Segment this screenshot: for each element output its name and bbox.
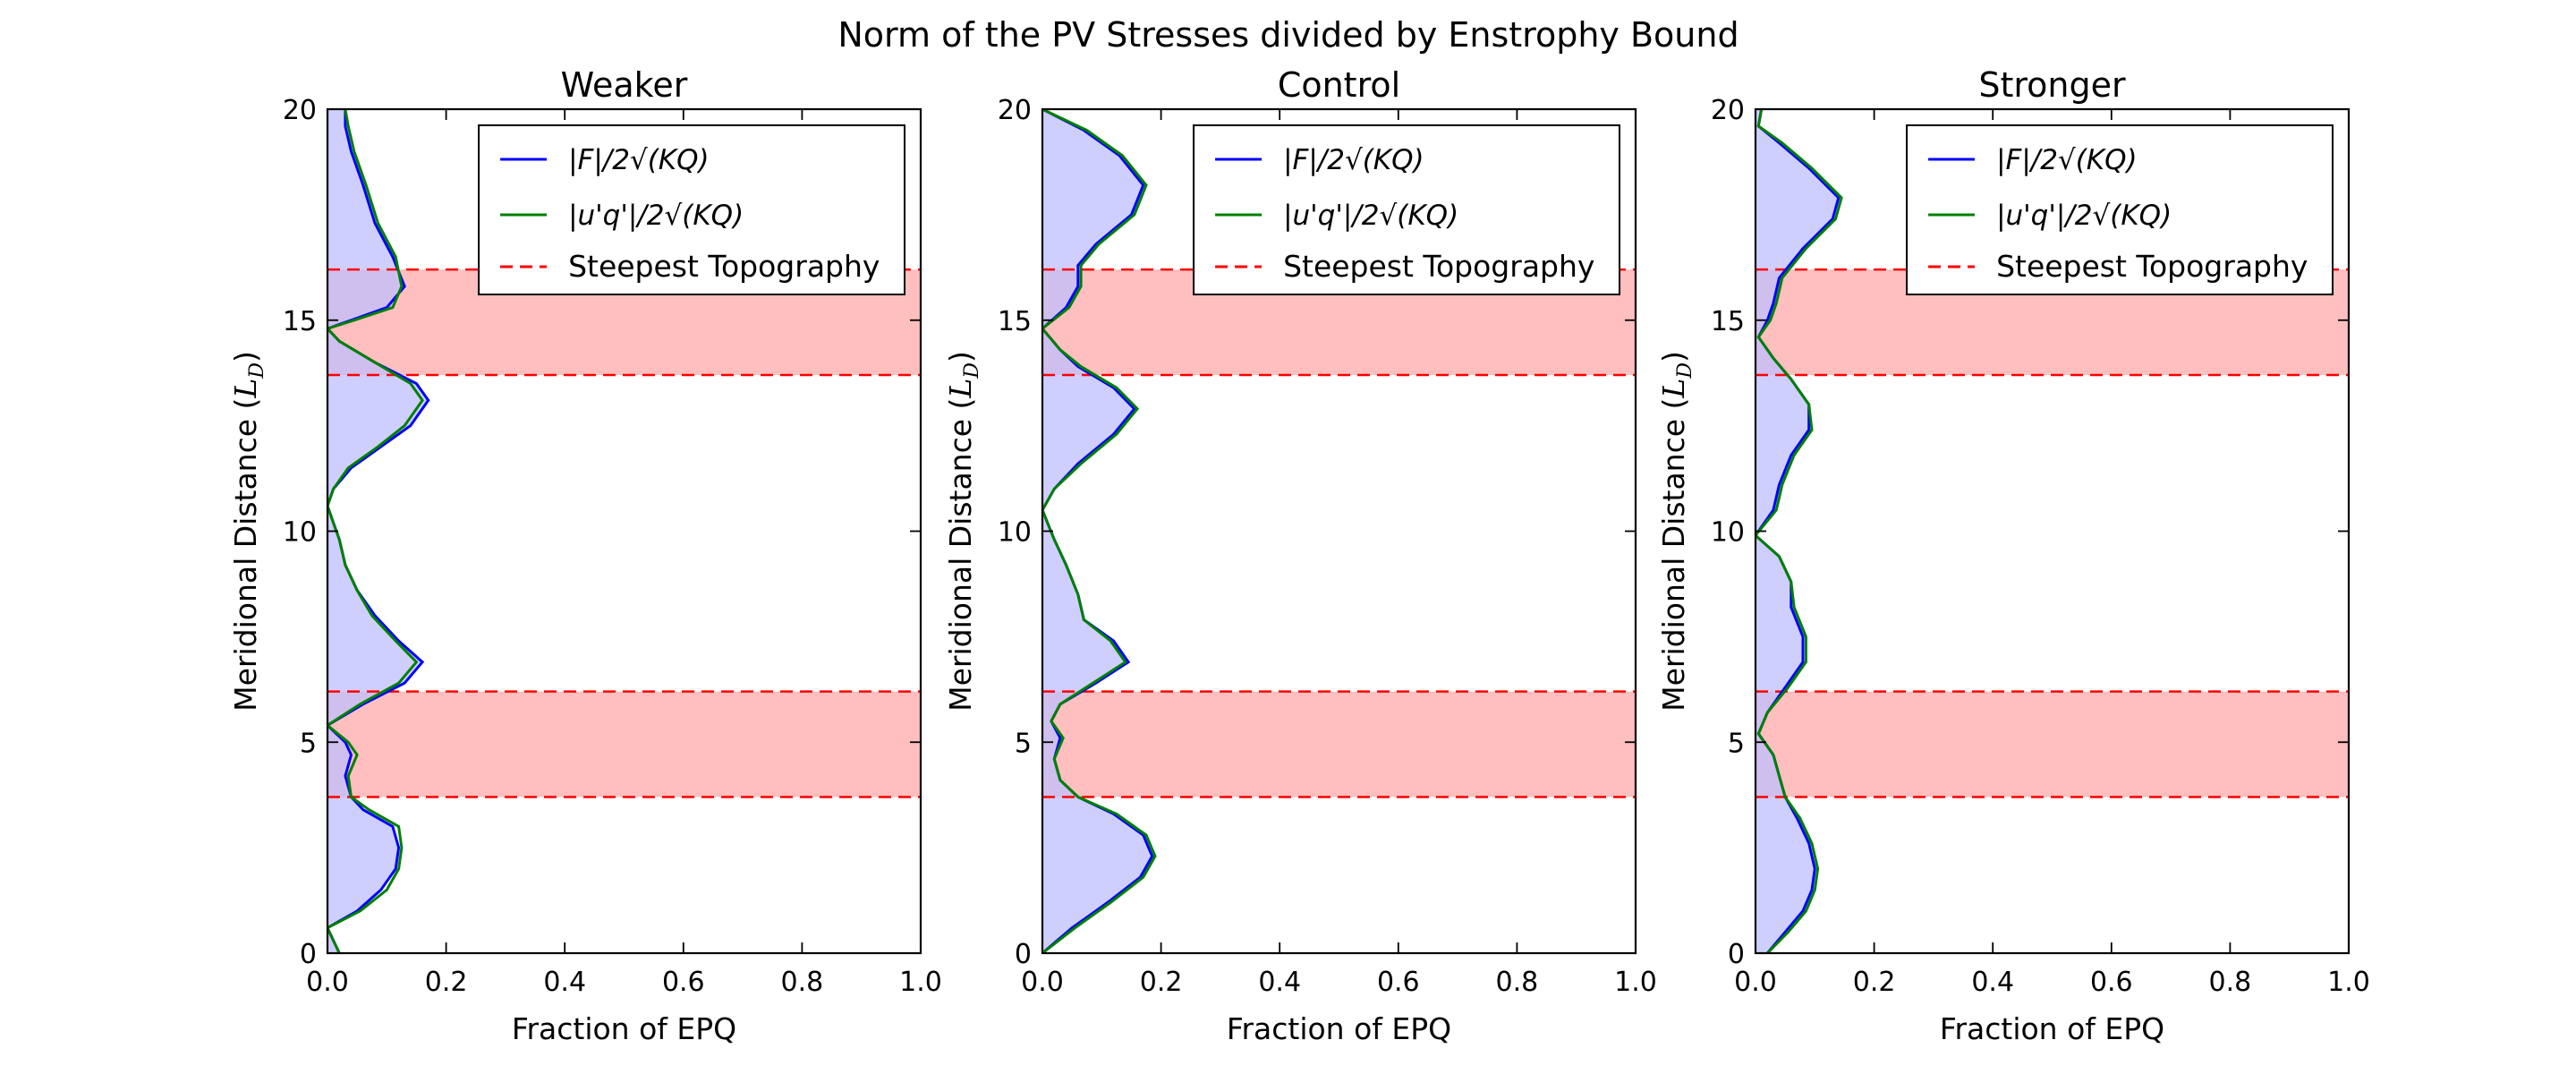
x-tick-label: 0.8 bbox=[781, 967, 824, 998]
y-axis-label: Meridional Distance (LD) bbox=[228, 351, 268, 712]
figure-suptitle: Norm of the PV Stresses divided by Enstr… bbox=[837, 15, 1739, 55]
x-tick-label: 0.2 bbox=[425, 967, 468, 998]
x-tick-label: 0.4 bbox=[543, 967, 586, 998]
x-tick-label: 1.0 bbox=[1614, 967, 1657, 998]
legend-box bbox=[1906, 124, 2334, 295]
x-tick-label: 0.6 bbox=[1377, 967, 1420, 998]
y-tick-label: 5 bbox=[300, 728, 317, 759]
x-tick-label: 0.0 bbox=[1021, 967, 1064, 998]
legend-item-uq-label: |u'q'|/2√(KQ) bbox=[1283, 200, 1458, 232]
legend-item-F-label: |F|/2√(KQ) bbox=[1283, 144, 1424, 176]
legend-item-topography-label: Steepest Topography bbox=[568, 249, 880, 284]
legend-item-F-label: |F|/2√(KQ) bbox=[568, 144, 710, 176]
x-tick-label: 0.0 bbox=[306, 967, 349, 998]
topography-band-1 bbox=[1042, 691, 1636, 797]
y-tick-label: 5 bbox=[1015, 728, 1032, 759]
panel-stronger: 0.0 0.2 0.4 0.6 0.8 1.0 0 5 10 15 20 Stronger Fracti… bbox=[1656, 65, 2370, 1046]
legend-item-uq-label: |u'q'|/2√(KQ) bbox=[568, 200, 744, 232]
x-axis-label: Fraction of EPQ bbox=[1227, 1011, 1451, 1046]
y-tick-label: 20 bbox=[283, 95, 317, 126]
y-tick-label: 10 bbox=[1711, 517, 1745, 549]
x-tick-label: 1.0 bbox=[899, 967, 942, 998]
y-tick-label: 0 bbox=[300, 939, 317, 970]
x-tick-label: 1.0 bbox=[2327, 967, 2370, 998]
panel-title: Stronger bbox=[1978, 65, 2126, 105]
y-tick-label: 20 bbox=[1711, 95, 1745, 126]
panel-weaker: 0.0 0.2 0.4 0.6 0.8 1.0 0 5 10 15 20 Weaker Fraction… bbox=[228, 65, 942, 1046]
x-tick-label: 0.8 bbox=[2209, 967, 2252, 998]
y-tick-label: 15 bbox=[1711, 306, 1745, 337]
y-tick-label: 15 bbox=[283, 306, 317, 337]
x-axis-label: Fraction of EPQ bbox=[1940, 1011, 2164, 1046]
x-tick-label: 0.6 bbox=[2090, 967, 2133, 998]
x-tick-label: 0.2 bbox=[1140, 967, 1183, 998]
y-tick-label: 10 bbox=[283, 517, 317, 549]
series-F-fill bbox=[1042, 109, 1152, 953]
x-tick-label: 0.4 bbox=[1258, 967, 1301, 998]
topography-band-1 bbox=[327, 691, 921, 797]
legend-box bbox=[1193, 124, 1620, 295]
y-tick-label: 5 bbox=[1728, 728, 1745, 759]
y-axis-label-sub: D bbox=[246, 362, 268, 379]
x-tick-label: 0.6 bbox=[662, 967, 705, 998]
panel-title: Control bbox=[1278, 65, 1400, 105]
y-axis-label-main: Meridional Distance ( bbox=[943, 398, 978, 712]
legend-box bbox=[478, 124, 905, 295]
panels-group: 0.0 0.2 0.4 0.6 0.8 1.0 0 5 10 15 20 Weaker Fraction… bbox=[228, 65, 2370, 1046]
series-F-fill bbox=[327, 109, 429, 953]
y-axis-label-main: Meridional Distance ( bbox=[1656, 398, 1691, 712]
y-axis-label-math: L bbox=[943, 379, 978, 399]
y-axis-label-main: Meridional Distance ( bbox=[228, 398, 263, 712]
y-axis-label-math: L bbox=[1656, 379, 1691, 399]
legend-item-topography-label: Steepest Topography bbox=[1283, 249, 1594, 284]
y-tick-label: 20 bbox=[998, 95, 1032, 126]
series-uq-line bbox=[1756, 109, 1843, 953]
panel-title: Weaker bbox=[561, 65, 688, 105]
y-tick-label: 0 bbox=[1728, 939, 1745, 970]
series-F-line bbox=[1756, 109, 1841, 953]
legend-item-F-label: |F|/2√(KQ) bbox=[1996, 144, 2138, 176]
x-tick-label: 0.2 bbox=[1853, 967, 1896, 998]
y-tick-label: 0 bbox=[1015, 939, 1032, 970]
legend-item-uq-label: |u'q'|/2√(KQ) bbox=[1996, 200, 2172, 232]
series-F-fill bbox=[1756, 109, 1839, 953]
y-axis-label-math: L bbox=[228, 379, 263, 399]
y-tick-label: 10 bbox=[998, 517, 1032, 549]
y-axis-label: Meridional Distance (LD) bbox=[943, 351, 983, 712]
y-axis-label-sub: D bbox=[961, 362, 983, 379]
y-tick-label: 15 bbox=[998, 306, 1032, 337]
y-axis-label: Meridional Distance (LD) bbox=[1656, 351, 1696, 712]
topography-band-1 bbox=[1756, 691, 2349, 797]
series-uq-line bbox=[327, 109, 424, 953]
y-axis-label-sub: D bbox=[1674, 362, 1696, 379]
x-tick-label: 0.8 bbox=[1496, 967, 1539, 998]
x-axis-label: Fraction of EPQ bbox=[512, 1011, 736, 1046]
series-uq-line bbox=[1042, 109, 1157, 953]
y-axis-label-close: ) bbox=[228, 351, 263, 362]
y-axis-label-close: ) bbox=[943, 351, 978, 362]
x-tick-label: 0.0 bbox=[1734, 967, 1777, 998]
panel-control: 0.0 0.2 0.4 0.6 0.8 1.0 0 5 10 15 20 Control Fractio… bbox=[943, 65, 1657, 1046]
legend-item-topography-label: Steepest Topography bbox=[1996, 249, 2308, 284]
x-tick-label: 0.4 bbox=[1971, 967, 2014, 998]
y-axis-label-close: ) bbox=[1656, 351, 1691, 362]
